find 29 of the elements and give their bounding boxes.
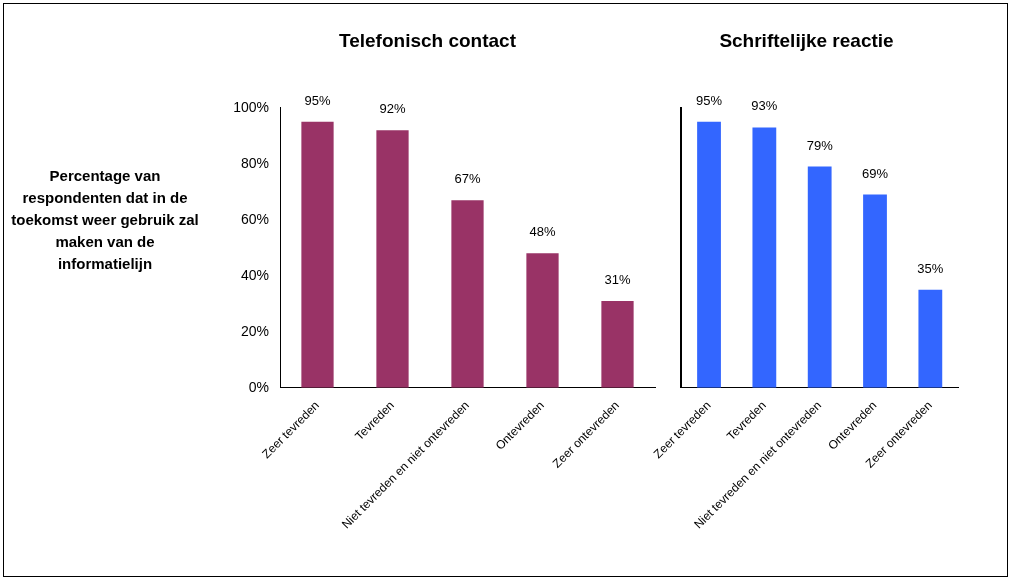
bar — [752, 127, 777, 388]
chart-title: Schriftelijke reactie — [719, 29, 894, 51]
chart-title: Telefonisch contact — [338, 29, 517, 51]
bar — [526, 253, 559, 388]
data-label: 79% — [806, 137, 834, 153]
data-label: 35% — [917, 260, 944, 276]
y-axis-title: Percentage van respondenten dat in de toekomst weer gebruik zal maken van de informatielijn — [10, 166, 200, 274]
y-tick-label: 60% — [240, 210, 269, 227]
bar — [601, 300, 634, 388]
data-label: 31% — [604, 272, 631, 288]
data-label: 93% — [751, 98, 778, 114]
y-tick-label: 40% — [240, 266, 269, 283]
y-tick-label: 100% — [233, 98, 269, 115]
y-tick-label: 80% — [240, 154, 269, 171]
data-label: 95% — [304, 92, 331, 108]
bar — [863, 194, 887, 388]
bar — [376, 130, 409, 388]
data-label: 69% — [861, 165, 889, 181]
data-label: 95% — [696, 92, 723, 108]
data-label: 48% — [529, 224, 556, 240]
bar — [918, 289, 943, 388]
y-tick-label: 20% — [240, 322, 269, 339]
y-tick-label: 0% — [248, 378, 269, 395]
bar — [451, 200, 484, 388]
data-label: 67% — [454, 171, 481, 187]
bar — [301, 121, 334, 388]
data-label: 92% — [379, 101, 406, 117]
bar — [697, 121, 721, 388]
bar — [807, 166, 832, 388]
